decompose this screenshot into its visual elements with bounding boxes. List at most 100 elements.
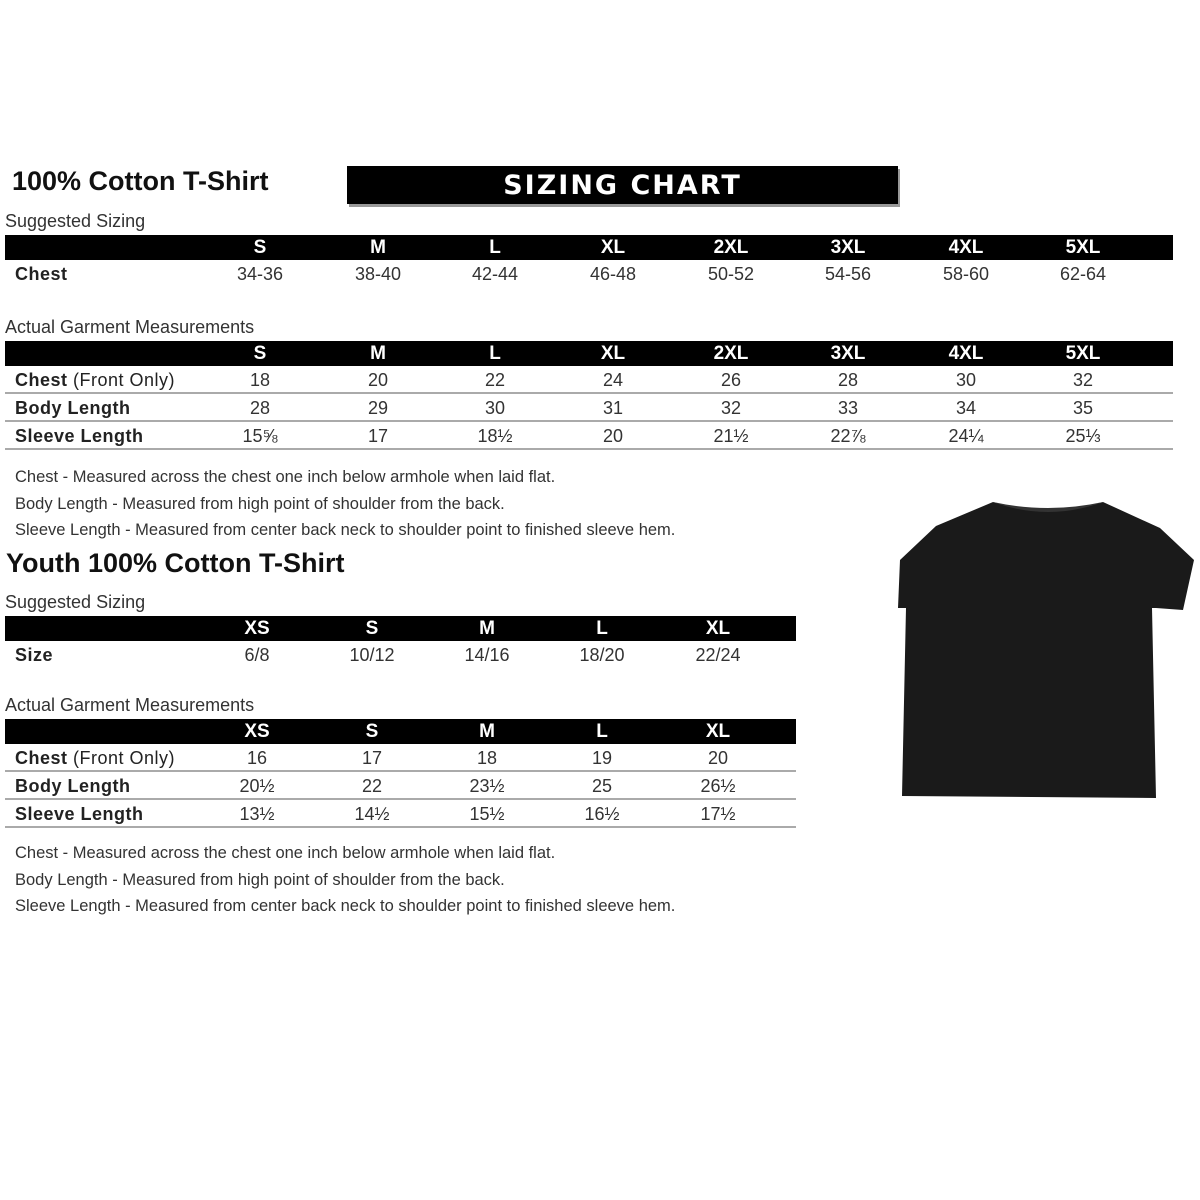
size-header: 5XL: [1065, 343, 1101, 364]
table-cell: 20: [367, 370, 389, 390]
table-cell: 25: [591, 776, 613, 796]
table-cell: 24: [602, 370, 624, 390]
table-cell: 14/16: [464, 645, 510, 665]
size-header: L: [489, 237, 501, 258]
table-row: Body Length 20½ 22 23½ 25 26½: [5, 772, 796, 800]
size-header: L: [596, 618, 608, 639]
table-cell: 22: [361, 776, 383, 796]
note-line: Chest - Measured across the chest one in…: [15, 844, 556, 862]
row-label-text: Size: [15, 645, 54, 665]
table-cell: 26½: [700, 776, 736, 796]
table-cell: 32: [1072, 370, 1094, 390]
table-cell: 33: [837, 398, 859, 418]
table-row: Sleeve Length 13½ 14½ 15½ 16½ 17½: [5, 800, 796, 828]
row-label: Chest (Front Only): [15, 744, 175, 772]
row-label: Sleeve Length: [15, 422, 144, 450]
note-line: Body Length - Measured from high point o…: [15, 494, 505, 513]
table-cell: 54-56: [824, 264, 872, 284]
row-label-text: Sleeve Length: [15, 426, 144, 446]
table-cell: 13½: [239, 804, 275, 824]
youth-suggested-table: XS S M L XL Size 6/8 10/12 14/16 18/20 22/24: [5, 616, 796, 669]
size-header-row: S M L XL 2XL 3XL 4XL 5XL: [5, 341, 1173, 366]
youth-title: Youth 100% Cotton T-Shirt: [6, 548, 345, 578]
row-label-extra: (Front Only): [67, 748, 176, 768]
table-cell: 22⅞: [830, 426, 866, 446]
table-cell: 21½: [713, 426, 749, 446]
table-cell: 20½: [239, 776, 275, 796]
table-cell: 17½: [700, 804, 736, 824]
table-cell: 15⅝: [242, 426, 278, 446]
row-label: Body Length: [15, 772, 131, 800]
row-label: Chest (Front Only): [15, 366, 175, 394]
size-header: 4XL: [948, 237, 984, 258]
table-cell: 29: [367, 398, 389, 418]
table-cell: 25⅓: [1065, 426, 1101, 446]
row-label: Body Length: [15, 394, 131, 422]
table-cell: 15½: [469, 804, 505, 824]
row-label-text: Sleeve Length: [15, 804, 144, 824]
size-header: XL: [600, 237, 626, 258]
row-label-extra: (Front Only): [67, 370, 176, 390]
table-cell: 38-40: [354, 264, 402, 284]
table-row: Body Length 28 29 30 31 32 33 34 35: [5, 394, 1173, 422]
size-header: XL: [705, 618, 731, 639]
divider: [5, 826, 796, 828]
table-cell: 50-52: [707, 264, 755, 284]
table-cell: 6/8: [244, 645, 270, 665]
size-header: XS: [244, 721, 270, 742]
table-cell: 20: [707, 748, 729, 768]
table-row: Chest (Front Only) 18 20 22 24 26 28 30 32: [5, 366, 1173, 394]
table-cell: 30: [955, 370, 977, 390]
table-cell: 17: [361, 748, 383, 768]
youth-actual-table: XS S M L XL Chest (Front Only) 16 17 18 19 20 Body …: [5, 719, 796, 828]
size-header: 3XL: [830, 343, 866, 364]
table-cell: 18: [249, 370, 271, 390]
row-label-text: Body Length: [15, 776, 131, 796]
size-header: S: [253, 237, 267, 258]
row-label-text: Chest: [15, 264, 68, 284]
divider: [5, 420, 1173, 422]
note-line: Body Length - Measured from high point o…: [15, 870, 505, 889]
size-header: 4XL: [948, 343, 984, 364]
table-row: Chest (Front Only) 16 17 18 19 20: [5, 744, 796, 772]
size-header: M: [370, 237, 386, 258]
size-header: XS: [244, 618, 270, 639]
youth-notes: Chest - Measured across the chest one in…: [15, 840, 675, 920]
size-header: S: [365, 721, 379, 742]
table-cell: 58-60: [942, 264, 990, 284]
size-header: S: [365, 618, 379, 639]
size-header: L: [596, 721, 608, 742]
table-cell: 34-36: [236, 264, 284, 284]
adult-actual-table: S M L XL 2XL 3XL 4XL 5XL Chest (Front Only) 18 20 2…: [5, 341, 1173, 450]
size-header: 5XL: [1065, 237, 1101, 258]
divider: [5, 448, 1173, 450]
table-cell: 26: [720, 370, 742, 390]
table-cell: 14½: [354, 804, 390, 824]
table-cell: 28: [249, 398, 271, 418]
table-cell: 34: [955, 398, 977, 418]
youth-suggested-label: Suggested Sizing: [5, 592, 146, 612]
table-row: Chest 34-36 38-40 42-44 46-48 50-52 54-56 58-60…: [5, 260, 1173, 288]
table-cell: 62-64: [1059, 264, 1107, 284]
table-cell: 24¼: [948, 426, 984, 446]
size-header: XL: [705, 721, 731, 742]
table-cell: 18½: [477, 426, 513, 446]
table-cell: 16½: [584, 804, 620, 824]
size-header-row: S M L XL 2XL 3XL 4XL 5XL: [5, 235, 1173, 260]
divider: [5, 392, 1173, 394]
table-cell: 16: [246, 748, 268, 768]
size-header: M: [370, 343, 386, 364]
adult-suggested-label: Suggested Sizing: [5, 211, 146, 231]
note-line: Sleeve Length - Measured from center bac…: [15, 897, 676, 915]
row-label-text: Chest: [15, 748, 68, 768]
table-cell: 22: [484, 370, 506, 390]
note-line: Chest - Measured across the chest one in…: [15, 468, 556, 486]
table-cell: 32: [720, 398, 742, 418]
note-line: Sleeve Length - Measured from center bac…: [15, 521, 676, 539]
size-header: S: [253, 343, 267, 364]
table-cell: 30: [484, 398, 506, 418]
table-cell: 35: [1072, 398, 1094, 418]
size-header: M: [479, 618, 495, 639]
table-cell: 31: [602, 398, 624, 418]
adult-suggested-table: S M L XL 2XL 3XL 4XL 5XL Chest 34-36 38-40 42-44 46-…: [5, 235, 1173, 288]
